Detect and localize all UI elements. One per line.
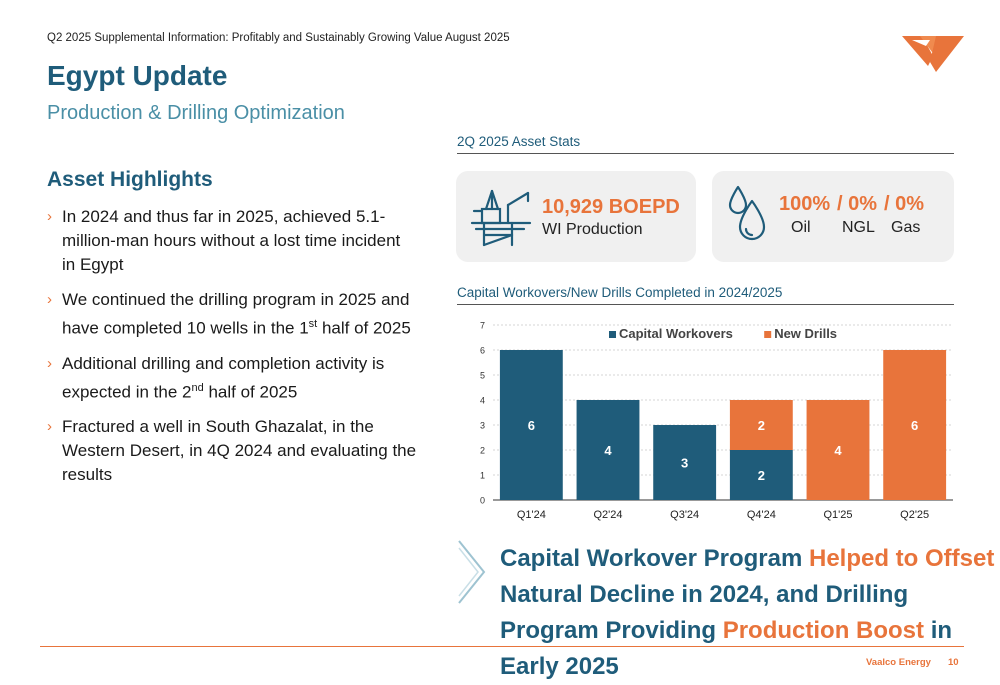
asset-stats-rule — [457, 153, 954, 154]
x-tick-label: Q3'24 — [670, 509, 699, 521]
production-card: 10,929 BOEPD WI Production — [456, 171, 696, 262]
bullet-arrow-icon: › — [47, 354, 52, 372]
oil-caption: Oil — [791, 219, 811, 236]
y-tick-label: 0 — [480, 496, 485, 506]
production-caption: WI Production — [542, 221, 643, 238]
footer-rule — [40, 646, 964, 647]
y-tick-label: 5 — [480, 371, 485, 381]
footer-company: Vaalco Energy — [866, 657, 931, 668]
droplets-icon — [728, 185, 766, 241]
y-tick-label: 1 — [480, 471, 485, 481]
bar — [499, 350, 563, 500]
bar-data-label: 2 — [758, 468, 765, 483]
bar-data-label: 4 — [604, 443, 612, 458]
chevron-right-icon — [458, 540, 486, 604]
gas-caption: Gas — [891, 219, 921, 236]
bar — [653, 425, 717, 500]
legend-label: Capital Workovers — [619, 326, 733, 341]
gas-pct: / 0% — [884, 193, 925, 215]
bullet-arrow-icon: › — [47, 291, 52, 308]
y-tick-label: 3 — [480, 421, 485, 431]
bar-data-label: 6 — [528, 418, 535, 433]
ngl-pct: / 0% — [837, 193, 878, 215]
bar-data-label: 6 — [911, 418, 918, 433]
asset-stats-label: 2Q 2025 Asset Stats — [457, 134, 581, 149]
bullet-arrow-icon: › — [47, 208, 52, 225]
bar-data-label: 2 — [758, 418, 765, 433]
x-tick-label: Q4'24 — [747, 509, 776, 521]
x-tick-label: Q2'24 — [593, 509, 622, 521]
x-tick-label: Q2'25 — [900, 509, 929, 521]
page-title: Egypt Update — [47, 60, 228, 91]
bar-data-label: 4 — [834, 443, 842, 458]
key-message-callout: Capital Workover Program Helped to Offse… — [500, 545, 995, 680]
bar-data-label: 3 — [681, 456, 688, 471]
oil-rig-icon — [470, 189, 532, 247]
bullet-arrow-icon: › — [47, 418, 52, 436]
y-tick-label: 2 — [480, 446, 485, 456]
document-topline: Q2 2025 Supplemental Information: Profit… — [47, 32, 510, 44]
page-number: 10 — [948, 657, 959, 668]
legend-swatch — [609, 331, 616, 338]
oil-pct: 100% — [779, 193, 831, 215]
product-mix-card: 100% / 0% / 0% Oil NGL Gas — [712, 171, 954, 262]
highlights-title: Asset Highlights — [47, 168, 213, 191]
workovers-drills-chart: 0 1 2 3 4 5 6 7 6 Q1'24 4 Q2'24 3 Q3'24 2 2 Q4'24 4 Q1'25 6… — [480, 321, 953, 521]
y-tick-label: 7 — [480, 321, 485, 331]
highlight-item: › Fractured a well in South Ghazalat, in … — [47, 417, 417, 485]
bar — [883, 350, 947, 500]
highlight-item: › We continued the drilling program in 20… — [47, 290, 411, 338]
bar — [729, 450, 793, 500]
production-value: 10,929 BOEPD — [542, 196, 680, 218]
bar — [806, 400, 870, 500]
vaalco-logo-icon — [902, 36, 964, 72]
highlight-item: › Additional drilling and completion acti… — [47, 353, 385, 402]
chart-section-rule — [457, 304, 954, 305]
y-tick-label: 6 — [480, 346, 485, 356]
x-tick-label: Q1'24 — [517, 509, 546, 521]
chart-section-label: Capital Workovers/New Drills Completed i… — [457, 285, 783, 300]
bar — [729, 400, 793, 450]
legend-label: New Drills — [774, 326, 837, 341]
highlight-item: › In 2024 and thus far in 2025, achieved … — [47, 207, 401, 274]
bar — [576, 400, 640, 500]
y-tick-label: 4 — [480, 396, 485, 406]
ngl-caption: NGL — [842, 219, 875, 236]
page-subtitle: Production & Drilling Optimization — [47, 102, 345, 124]
highlights-list: › In 2024 and thus far in 2025, achieved … — [47, 205, 417, 498]
x-tick-label: Q1'25 — [823, 509, 852, 521]
legend-swatch — [764, 331, 772, 338]
